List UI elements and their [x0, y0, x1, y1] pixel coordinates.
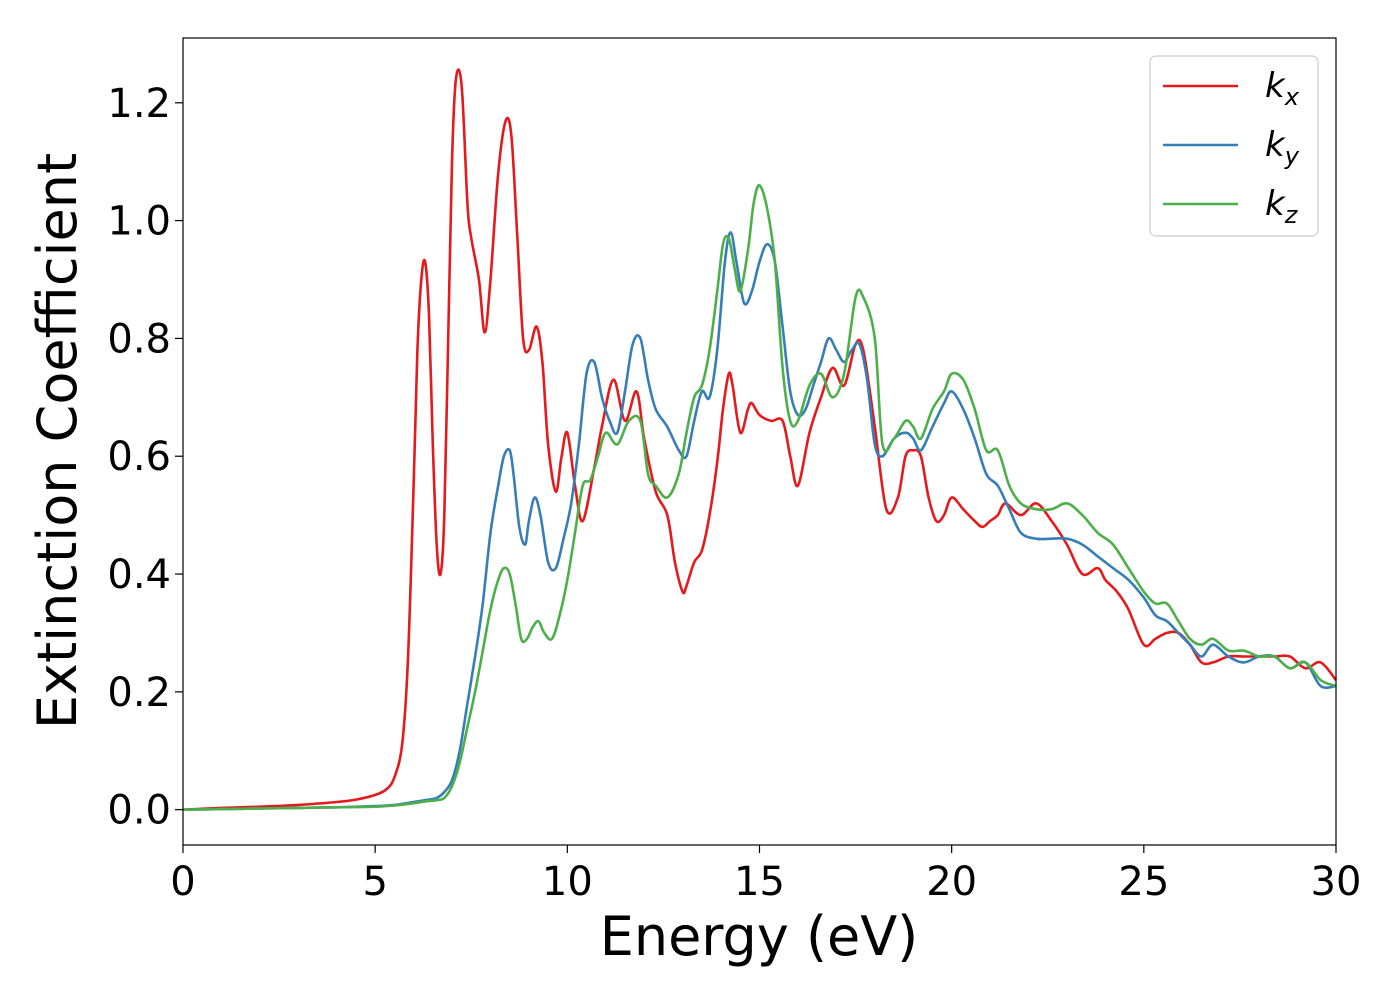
y-tick-label: 1.0	[107, 199, 171, 245]
x-axis: 0 5 10 15 20 25 30	[170, 845, 1361, 905]
x-tick-label: 20	[926, 859, 977, 905]
y-tick-label: 1.2	[107, 81, 171, 127]
x-tick-label: 15	[734, 859, 785, 905]
series-line-kz	[182, 183, 1337, 811]
x-tick-label: 10	[542, 859, 593, 905]
series-line-ky	[182, 231, 1337, 811]
y-tick-label: 0.4	[107, 552, 171, 598]
x-tick-label: 25	[1118, 859, 1169, 905]
x-tick-label: 5	[362, 859, 387, 905]
x-tick-label: 0	[170, 859, 195, 905]
plot-area-background	[183, 38, 1336, 845]
y-axis-title: Extinction Coefficient	[26, 153, 89, 729]
y-tick-label: 0.2	[107, 670, 171, 716]
y-axis: 0.0 0.2 0.4 0.6 0.8 1.0 1.2	[107, 81, 183, 834]
y-tick-label: 0.0	[107, 788, 171, 834]
y-tick-label: 0.6	[107, 434, 171, 480]
series-line-kx	[182, 68, 1338, 811]
x-tick-label: 30	[1311, 859, 1362, 905]
x-axis-title: Energy (eV)	[600, 905, 919, 968]
series-layer	[182, 68, 1338, 811]
y-tick-label: 0.8	[107, 316, 171, 362]
